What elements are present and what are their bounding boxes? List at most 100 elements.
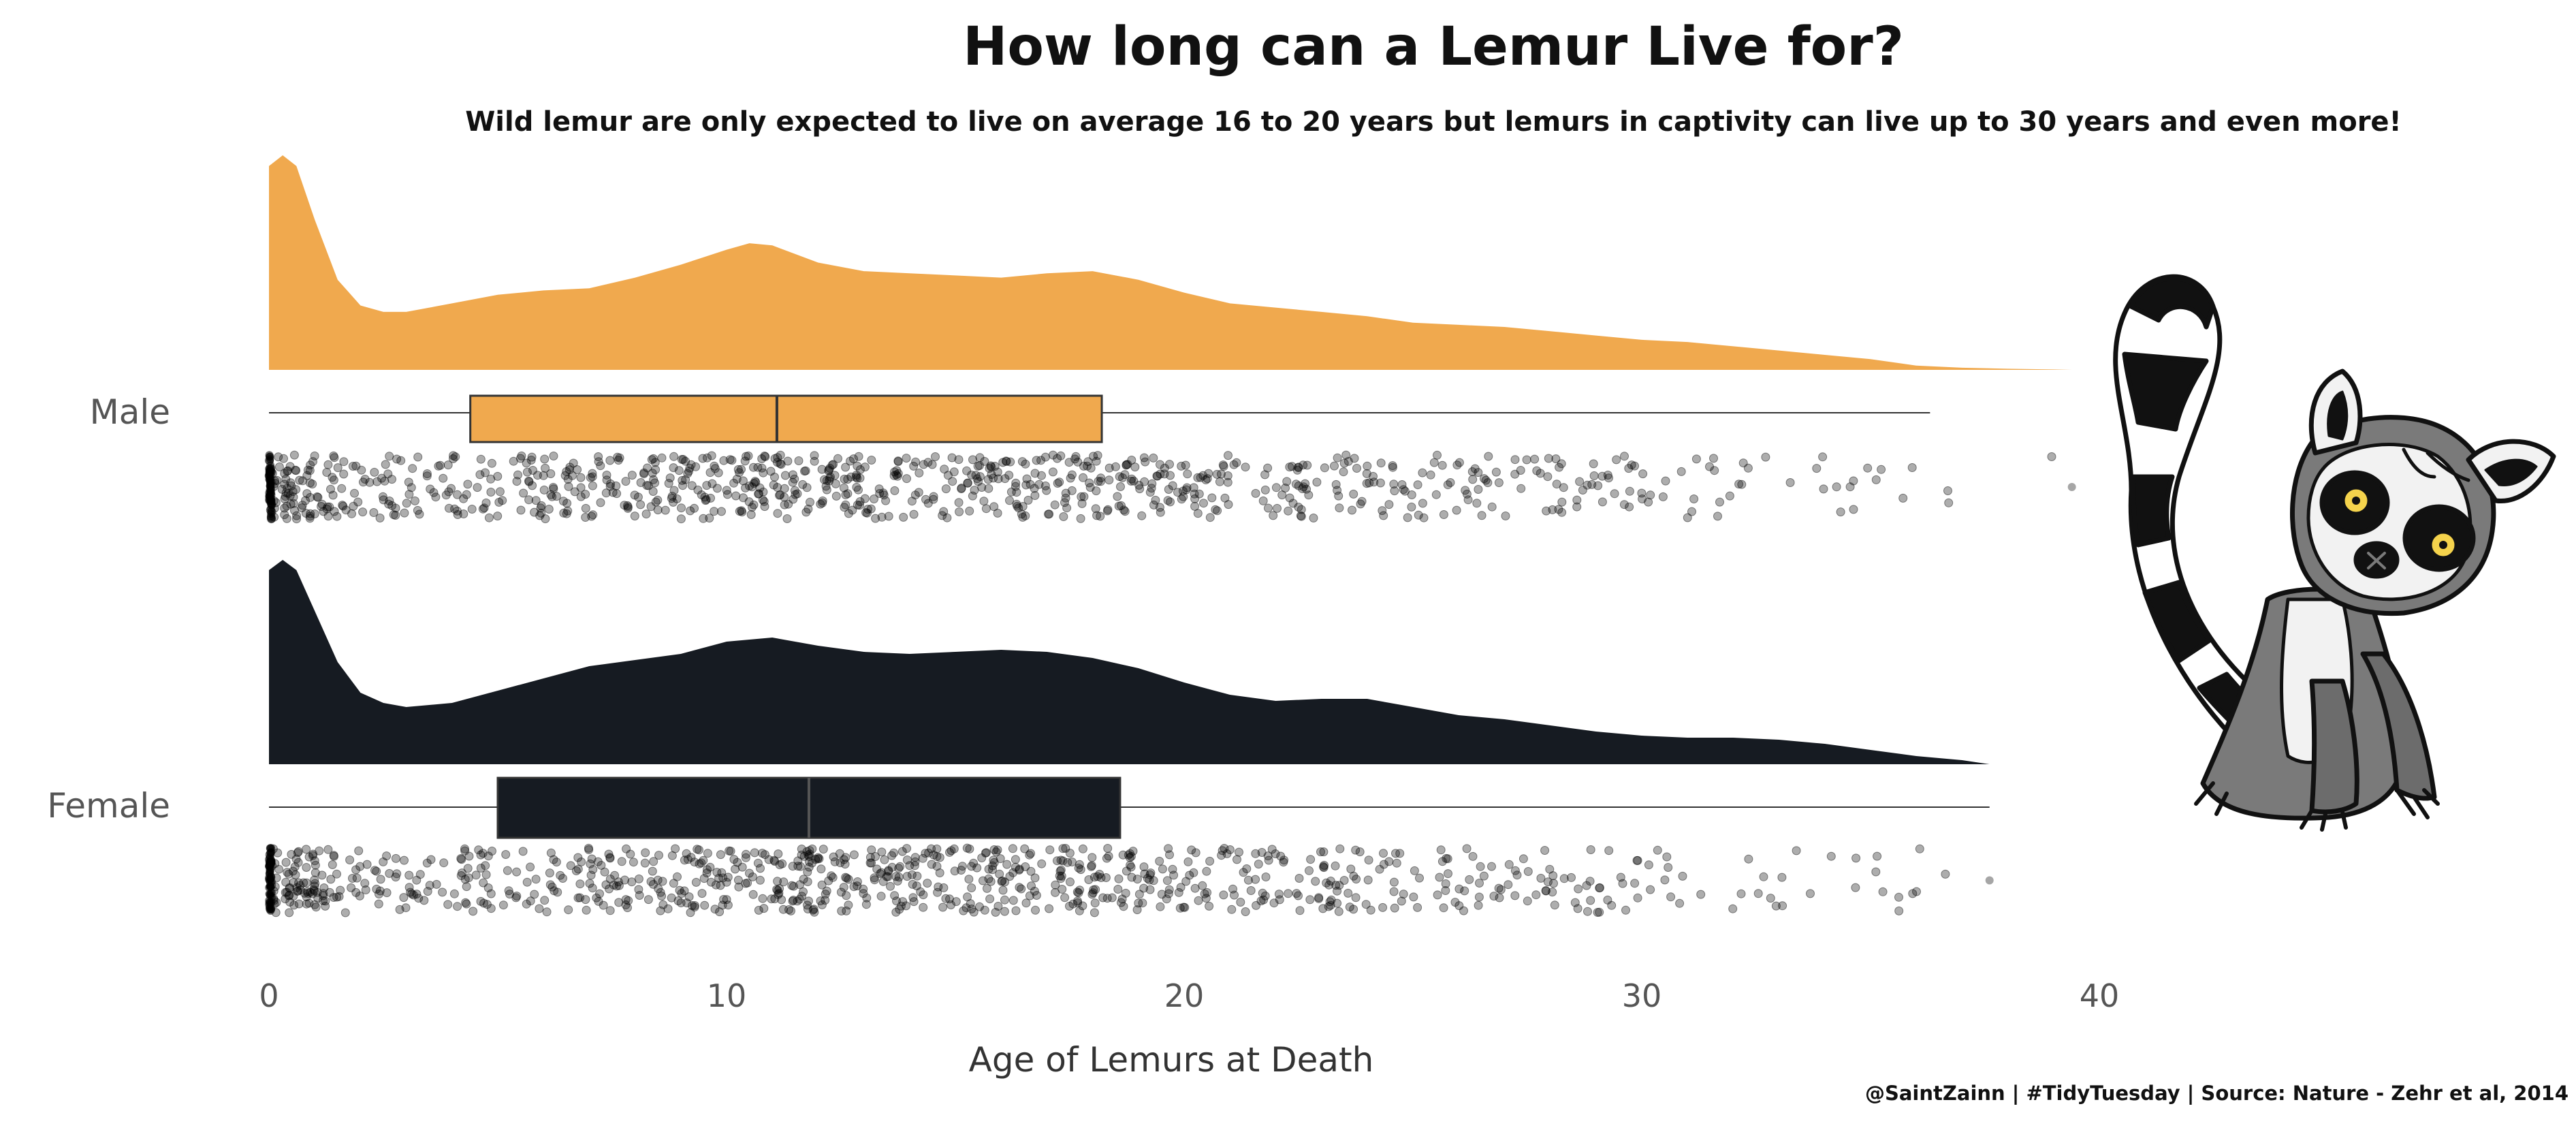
data-point xyxy=(795,880,805,890)
data-point xyxy=(839,483,848,492)
data-point xyxy=(1021,898,1031,908)
data-point xyxy=(1441,879,1450,888)
data-point xyxy=(1181,485,1191,495)
data-point xyxy=(843,475,853,484)
data-point xyxy=(319,507,328,516)
data-point xyxy=(1638,469,1648,479)
data-point xyxy=(1030,873,1040,883)
data-point xyxy=(1446,478,1455,487)
data-point xyxy=(837,907,846,915)
data-point xyxy=(1067,858,1077,866)
data-point xyxy=(313,492,322,501)
data-point xyxy=(646,502,656,512)
data-point xyxy=(884,512,893,521)
data-point xyxy=(804,862,814,872)
data-point xyxy=(1085,483,1095,492)
data-point xyxy=(945,847,954,857)
data-point xyxy=(292,514,301,524)
data-point xyxy=(285,883,294,893)
data-point xyxy=(1156,469,1165,479)
data-point xyxy=(1145,488,1155,497)
data-point xyxy=(842,891,851,900)
data-point xyxy=(919,903,928,912)
data-point xyxy=(929,850,938,860)
data-point xyxy=(1326,877,1335,885)
data-point xyxy=(753,462,763,472)
data-point xyxy=(927,844,936,853)
data-point xyxy=(444,487,454,497)
data-point xyxy=(329,475,338,485)
data-point xyxy=(643,463,652,473)
data-point xyxy=(821,482,831,491)
data-point xyxy=(1331,881,1341,890)
data-point xyxy=(1116,482,1125,491)
data-point xyxy=(573,893,583,903)
data-point xyxy=(325,888,334,897)
data-point xyxy=(1096,873,1106,882)
data-point xyxy=(1452,460,1462,470)
data-point xyxy=(646,877,656,886)
data-point xyxy=(1060,893,1070,903)
data-point xyxy=(844,875,853,884)
data-point xyxy=(399,893,409,903)
data-point xyxy=(766,467,776,476)
data-point xyxy=(1894,892,1903,902)
data-point xyxy=(1025,850,1034,860)
data-point xyxy=(1407,490,1416,499)
data-point xyxy=(741,483,750,492)
data-point xyxy=(562,509,571,518)
data-point xyxy=(677,503,686,513)
data-point xyxy=(1273,503,1282,513)
data-point xyxy=(478,504,488,514)
data-point xyxy=(1065,849,1075,858)
data-point xyxy=(1292,465,1302,475)
data-point xyxy=(355,891,364,900)
data-point xyxy=(760,850,769,860)
data-point xyxy=(1013,501,1022,511)
data-point xyxy=(955,507,964,516)
data-point xyxy=(741,879,750,888)
data-point xyxy=(1023,495,1033,505)
data-point xyxy=(1025,480,1035,489)
data-point xyxy=(871,514,880,523)
data-point xyxy=(1051,880,1060,890)
data-point xyxy=(1362,479,1371,488)
data-point xyxy=(1620,452,1629,461)
data-point xyxy=(707,479,717,488)
data-point xyxy=(623,502,633,512)
data-point xyxy=(1126,860,1135,870)
data-point xyxy=(385,868,394,878)
data-point xyxy=(1302,484,1311,494)
data-point xyxy=(1819,484,1828,494)
data-point xyxy=(663,904,673,913)
data-point xyxy=(1079,461,1088,471)
data-point xyxy=(429,488,439,497)
data-point xyxy=(902,474,911,484)
data-point xyxy=(281,474,291,484)
data-point xyxy=(614,877,623,887)
data-point xyxy=(801,466,810,475)
data-point xyxy=(305,512,315,521)
data-point xyxy=(1294,462,1303,472)
data-point xyxy=(1512,870,1522,880)
data-point xyxy=(1759,872,1768,881)
data-point xyxy=(310,856,319,866)
data-point xyxy=(902,844,912,853)
data-point xyxy=(288,866,298,876)
data-point xyxy=(614,898,624,907)
data-point xyxy=(750,848,759,858)
data-point xyxy=(1472,499,1482,508)
data-point xyxy=(305,478,315,488)
data-point xyxy=(266,456,274,465)
data-point xyxy=(1389,877,1399,887)
data-point xyxy=(629,858,638,867)
data-point xyxy=(1119,505,1128,515)
data-point xyxy=(844,509,853,518)
data-point xyxy=(860,494,870,503)
data-point xyxy=(890,891,900,900)
data-point xyxy=(714,873,724,883)
data-point xyxy=(1871,475,1881,484)
data-point xyxy=(914,488,923,497)
data-point xyxy=(460,844,469,853)
data-point xyxy=(757,463,767,473)
